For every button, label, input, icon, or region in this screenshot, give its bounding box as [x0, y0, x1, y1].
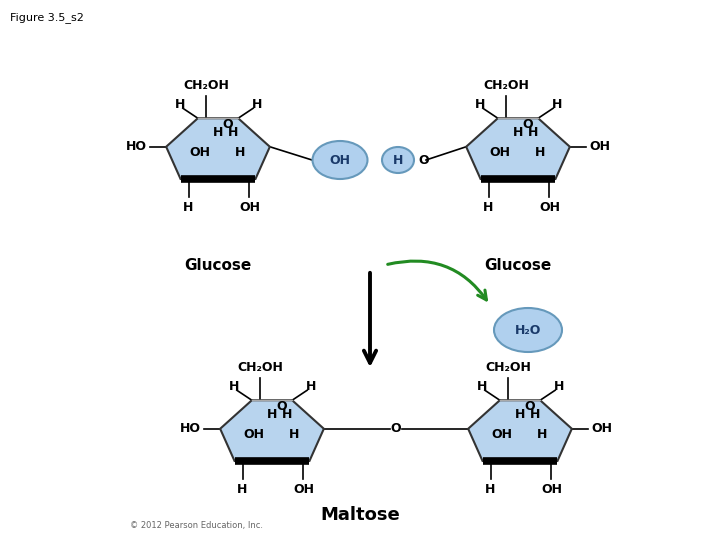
Text: H: H: [282, 408, 292, 421]
Text: OH: OH: [330, 153, 351, 166]
Text: OH: OH: [492, 429, 513, 442]
Text: H: H: [393, 153, 403, 166]
Polygon shape: [166, 118, 270, 179]
Text: H: H: [485, 483, 496, 496]
Text: HO: HO: [180, 422, 201, 435]
Text: H: H: [554, 380, 564, 393]
Text: H: H: [266, 408, 277, 421]
Text: H: H: [235, 146, 246, 159]
Text: OH: OH: [541, 483, 562, 496]
Text: H: H: [537, 429, 547, 442]
Text: OH: OH: [243, 429, 264, 442]
Text: CH₂OH: CH₂OH: [485, 361, 531, 374]
Text: H: H: [474, 98, 485, 111]
Text: H: H: [483, 201, 494, 214]
Text: OH: OH: [539, 201, 560, 214]
Text: H: H: [212, 126, 223, 139]
Text: H: H: [535, 146, 545, 159]
Polygon shape: [466, 118, 570, 179]
Text: O: O: [391, 422, 401, 435]
Text: OH: OH: [189, 146, 210, 159]
Text: H: H: [238, 483, 248, 496]
Text: H: H: [252, 98, 262, 111]
Text: Glucose: Glucose: [485, 259, 552, 273]
Text: CH₂OH: CH₂OH: [483, 79, 528, 92]
Text: Figure 3.5_s2: Figure 3.5_s2: [10, 12, 84, 23]
Text: H: H: [530, 408, 540, 421]
Text: OH: OH: [590, 140, 611, 153]
Text: CH₂OH: CH₂OH: [237, 361, 283, 374]
Text: O: O: [276, 400, 287, 413]
Text: O: O: [222, 118, 233, 131]
Text: Glucose: Glucose: [184, 259, 251, 273]
Text: Maltose: Maltose: [320, 506, 400, 524]
Text: H: H: [289, 429, 300, 442]
Text: H: H: [528, 126, 539, 139]
Text: O: O: [418, 153, 428, 166]
Ellipse shape: [382, 147, 414, 173]
Text: OH: OH: [592, 422, 613, 435]
Polygon shape: [220, 400, 324, 461]
Text: H: H: [552, 98, 562, 111]
Ellipse shape: [494, 308, 562, 352]
Text: OH: OH: [490, 146, 510, 159]
Text: HO: HO: [126, 140, 147, 153]
Text: H: H: [513, 126, 523, 139]
Text: O: O: [523, 118, 534, 131]
Text: H: H: [184, 201, 194, 214]
Text: H: H: [175, 98, 185, 111]
Ellipse shape: [312, 141, 367, 179]
Text: H₂O: H₂O: [515, 323, 541, 336]
Text: CH₂OH: CH₂OH: [183, 79, 229, 92]
Text: OH: OH: [293, 483, 314, 496]
Text: O: O: [525, 400, 535, 413]
Text: H: H: [515, 408, 525, 421]
Text: H: H: [228, 126, 238, 139]
Text: H: H: [306, 380, 316, 393]
Text: OH: OH: [239, 201, 260, 214]
Text: H: H: [229, 380, 239, 393]
Text: © 2012 Pearson Education, Inc.: © 2012 Pearson Education, Inc.: [130, 521, 263, 530]
Text: H: H: [477, 380, 487, 393]
Polygon shape: [468, 400, 572, 461]
